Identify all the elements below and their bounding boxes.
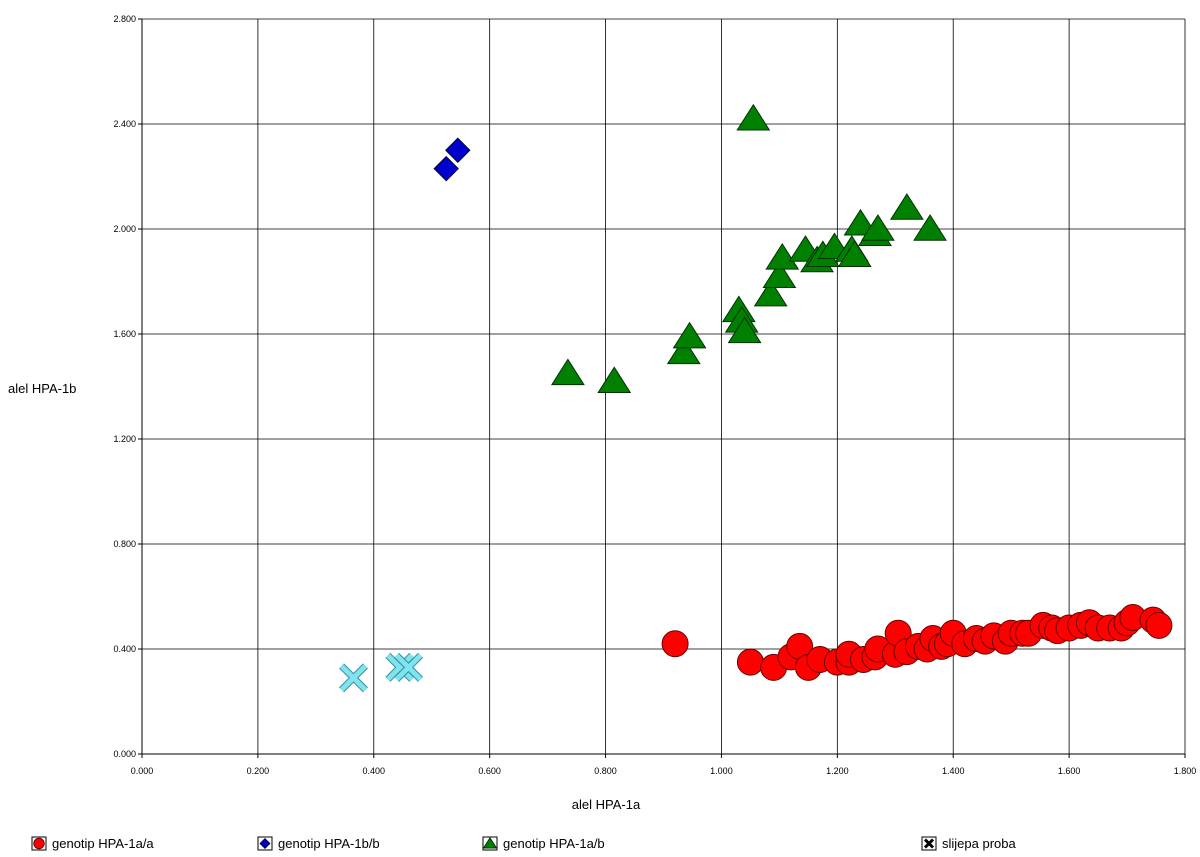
legend-marker-icon — [482, 836, 498, 849]
y-tick-label: 2.000 — [113, 224, 136, 234]
series-circle — [661, 604, 1173, 681]
legend-item: genotip HPA-1b/b — [257, 836, 380, 851]
x-tick-label: 0.200 — [247, 766, 270, 776]
data-point-x — [385, 652, 415, 682]
x-marker-stroke — [386, 653, 414, 682]
x-tick-label: 0.000 — [131, 766, 154, 776]
data-point-x — [339, 663, 368, 693]
data-point-triangle — [672, 321, 707, 349]
axes: 0.000 0.200 0.400 0.600 0.800 1.000 1.200 1.400… — [113, 14, 1196, 776]
series-triangle — [550, 103, 947, 393]
x-tick-label: 1.400 — [942, 766, 965, 776]
y-tick-label: 1.200 — [113, 434, 136, 444]
data-point-triangle — [860, 214, 895, 241]
data-point-triangle — [727, 316, 762, 344]
legend-label: genotip HPA-1a/b — [503, 836, 605, 851]
legend-label: slijepa proba — [942, 836, 1016, 851]
y-tick-label: 0.000 — [113, 749, 136, 759]
legend-x-icon — [923, 838, 935, 849]
data-point-diamond — [433, 155, 459, 182]
legend-item: genotip HPA-1a/a — [31, 836, 154, 851]
legend-label: genotip HPA-1a/a — [52, 836, 154, 851]
y-axis-title: alel HPA-1b — [8, 381, 76, 396]
x-tick-label: 0.400 — [363, 766, 386, 776]
data-points — [339, 103, 1173, 693]
x-marker-stroke — [394, 653, 423, 682]
y-tick-label: 1.600 — [113, 329, 136, 339]
data-point-triangle — [889, 193, 924, 220]
data-point-circle — [661, 630, 689, 658]
x-tick-label: 1.800 — [1174, 766, 1197, 776]
data-point-triangle — [753, 279, 788, 307]
data-point-diamond — [445, 137, 471, 163]
data-point-x — [394, 652, 424, 682]
data-point-circle — [1145, 611, 1173, 639]
x-tick-label: 1.600 — [1058, 766, 1081, 776]
series-diamond — [433, 137, 471, 182]
legend: genotip HPA-1a/a genotip HPA-1b/b genotip … — [31, 836, 1016, 851]
data-point-triangle — [666, 337, 701, 365]
grid-lines — [142, 18, 1186, 754]
x-tick-label: 1.000 — [710, 766, 733, 776]
legend-marker-icon — [259, 837, 271, 850]
data-point-circle — [736, 648, 764, 676]
data-point-triangle — [765, 242, 800, 270]
y-tick-label: 0.800 — [113, 539, 136, 549]
x-marker-stroke — [339, 664, 368, 692]
legend-label: genotip HPA-1b/b — [278, 836, 380, 851]
legend-item: slijepa proba — [921, 836, 1016, 851]
x-tick-label: 1.200 — [826, 766, 849, 776]
data-point-triangle — [550, 358, 585, 386]
data-point-triangle — [762, 261, 797, 288]
x-tick-label: 0.800 — [594, 766, 617, 776]
data-point-triangle — [597, 366, 632, 393]
legend-item: genotip HPA-1a/b — [482, 836, 605, 851]
x-tick-label: 0.600 — [478, 766, 501, 776]
data-point-triangle — [837, 240, 872, 267]
x-axis-title: alel HPA-1a — [572, 797, 641, 812]
data-point-triangle — [736, 103, 771, 131]
y-tick-label: 2.400 — [113, 119, 136, 129]
legend-marker-icon — [33, 837, 45, 850]
series-x — [339, 652, 424, 693]
data-point-triangle — [843, 208, 878, 236]
data-point-triangle — [913, 214, 947, 241]
y-tick-label: 0.400 — [113, 644, 136, 654]
y-tick-label: 2.800 — [113, 14, 136, 24]
